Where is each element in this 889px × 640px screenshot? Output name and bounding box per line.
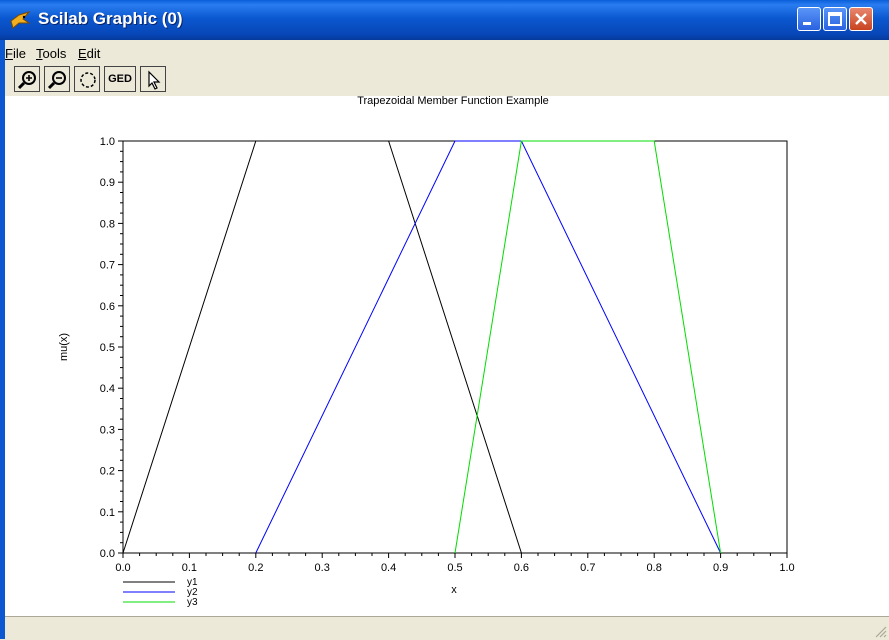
status-bar xyxy=(5,616,889,640)
window-frame-left xyxy=(0,40,5,639)
x-tick-label: 0.0 xyxy=(115,562,130,574)
minimize-icon xyxy=(803,22,811,25)
chart: Trapezoidal Member Function Example 0.00… xyxy=(58,95,795,608)
x-tick-label: 0.2 xyxy=(248,562,263,574)
y-tick-label: 0.1 xyxy=(100,507,115,519)
zoom-in-icon xyxy=(17,71,36,90)
x-tick-label: 0.3 xyxy=(315,562,330,574)
zoom-out-button[interactable] xyxy=(44,66,70,92)
minimize-button[interactable] xyxy=(797,7,821,31)
series-line-y1 xyxy=(122,140,522,554)
x-tick-label: 0.4 xyxy=(381,562,396,574)
window-title: Scilab Graphic (0) xyxy=(38,9,183,28)
ged-label: GED xyxy=(108,73,132,85)
y-tick-label: 0.0 xyxy=(100,548,115,560)
x-tick-label: 0.1 xyxy=(182,562,197,574)
menu-edit[interactable]: Edit xyxy=(78,46,101,61)
legend-label-y3: y3 xyxy=(187,597,198,608)
rotate-button[interactable] xyxy=(74,66,100,92)
series-line-y2 xyxy=(255,140,722,554)
resize-grip-icon[interactable] xyxy=(873,624,887,638)
x-tick-label: 1.0 xyxy=(779,562,794,574)
y-tick-label: 0.3 xyxy=(100,424,115,436)
close-button[interactable] xyxy=(849,7,873,31)
x-axis-label: x xyxy=(451,584,457,596)
y-tick-label: 0.8 xyxy=(100,218,115,230)
chart-title: Trapezoidal Member Function Example xyxy=(357,96,549,107)
y-tick-label: 0.5 xyxy=(100,342,115,354)
y-tick-label: 0.2 xyxy=(100,466,115,478)
pointer-button[interactable] xyxy=(140,66,166,92)
graphic-canvas[interactable]: Trapezoidal Member Function Example 0.0 0… xyxy=(5,95,889,616)
zoom-in-button[interactable] xyxy=(14,66,40,92)
y-tick-label: 0.9 xyxy=(100,177,115,189)
x-tick-label: 0.5 xyxy=(447,562,462,574)
pointer-arrow-icon xyxy=(148,70,161,90)
rotate-icon xyxy=(80,72,96,88)
maximize-button[interactable] xyxy=(823,7,847,31)
x-tick-label: 0.6 xyxy=(514,562,529,574)
menu-tools[interactable]: Tools xyxy=(36,46,67,61)
scilab-bird-icon xyxy=(10,11,31,29)
zoom-out-icon xyxy=(47,71,66,90)
x-tick-label: 0.9 xyxy=(713,562,728,574)
window-title-bar[interactable]: Scilab Graphic (0) xyxy=(0,0,889,40)
maximize-icon xyxy=(828,12,842,26)
series-line-y3 xyxy=(454,140,722,554)
menu-file[interactable]: File xyxy=(5,46,26,61)
y-tick-label: 1.0 xyxy=(100,136,115,148)
ged-button[interactable]: GED xyxy=(104,66,136,92)
y-axis-label: mu(x) xyxy=(58,333,70,361)
x-tick-label: 0.8 xyxy=(647,562,662,574)
y-tick-label: 0.7 xyxy=(100,260,115,272)
y-tick-label: 0.6 xyxy=(100,301,115,313)
legend-label-y1: y1 xyxy=(187,577,198,588)
x-tick-label: 0.7 xyxy=(580,562,595,574)
legend-label-y2: y2 xyxy=(187,587,198,598)
close-icon xyxy=(855,13,867,25)
y-tick-label: 0.4 xyxy=(100,383,115,395)
